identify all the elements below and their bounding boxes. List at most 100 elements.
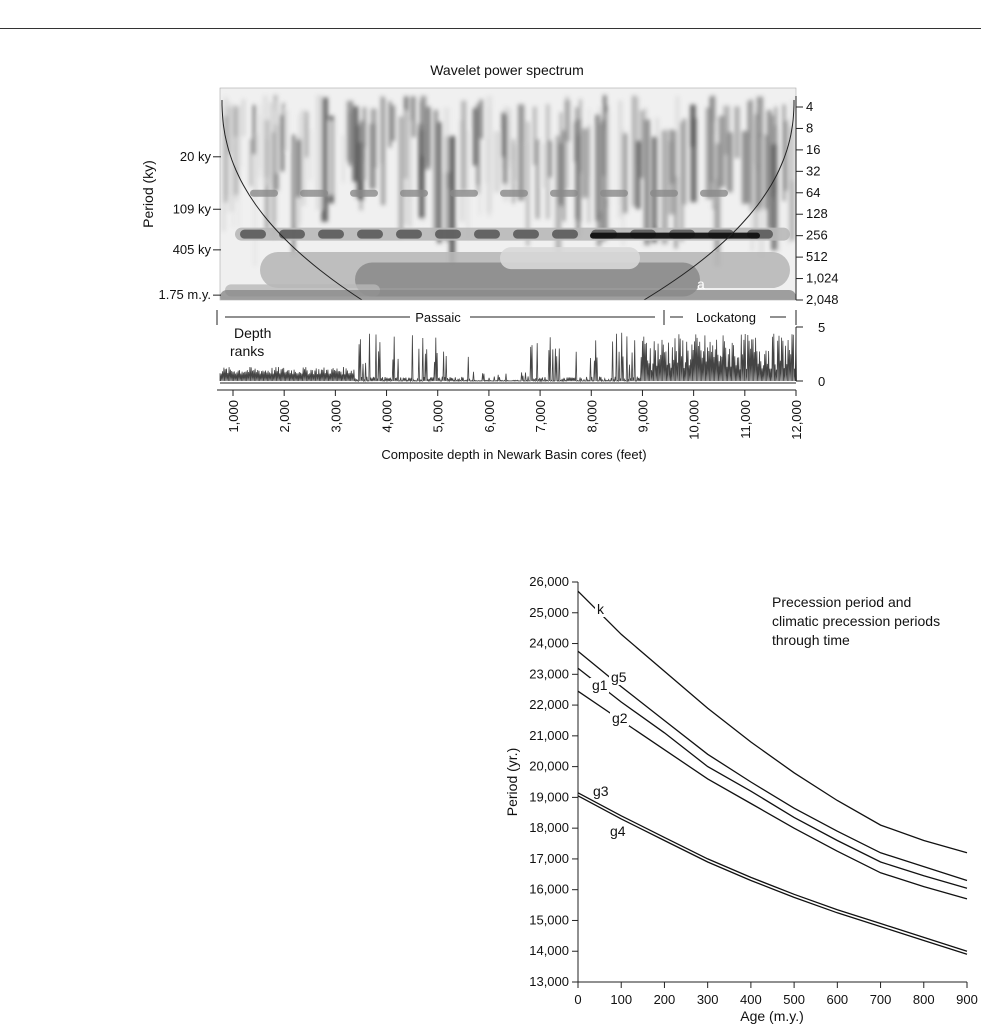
spectrum-band (450, 189, 478, 197)
spectrum-streak (587, 125, 590, 223)
spectrum-band (513, 229, 539, 239)
precession-line-g5 (577, 650, 968, 882)
right-tick-label: 64 (806, 185, 820, 200)
spectrum-streak (640, 110, 644, 178)
spectrum-streak (542, 143, 547, 189)
precession-y-tick-label: 25,000 (529, 605, 569, 620)
precession-label-bg-k (595, 602, 614, 617)
spectrum-streak (566, 96, 569, 190)
spectrum-streak (764, 135, 767, 210)
precession-x-tick-label: 500 (783, 992, 805, 1007)
cone-of-influence-left (221, 100, 363, 300)
spectrum-streak (784, 120, 788, 191)
precession-x-tick-label: 100 (610, 992, 632, 1007)
spectrum-streak (380, 96, 383, 164)
spectrum-band (350, 189, 378, 197)
precession-y-ticks: 13,000 14,000 15,000 16,000 17,000 18,000 19,0… (529, 574, 578, 989)
spectrum-streak (596, 123, 602, 247)
spectrum-streak (253, 105, 256, 155)
spectrum-streak (690, 118, 697, 203)
depth-tick-label: 2,000 (277, 400, 292, 433)
spectrum-streak (444, 136, 449, 242)
spectrum-band (240, 229, 266, 239)
spectrum-streak (706, 107, 713, 199)
depth-ranks-series (219, 332, 797, 383)
spectrum-streak (518, 104, 525, 201)
spectrum-band (300, 189, 328, 197)
depth-tick-label: 12,000 (789, 400, 804, 440)
depth-ranks-tick-0: 0 (818, 374, 825, 389)
spectrum-band (355, 262, 700, 297)
spectrum-y-axis-label: Period (ky) (140, 160, 156, 228)
spectrum-streak (601, 119, 607, 241)
spectrum-streak (575, 119, 582, 223)
spectrum-streak (352, 106, 359, 182)
right-tick-label: 2,048 (806, 292, 839, 307)
precession-y-tick-label: 23,000 (529, 666, 569, 681)
precession-x-tick-label: 0 (574, 992, 581, 1007)
spectrum-streak (661, 130, 668, 245)
depth-tick-label: 5,000 (431, 400, 446, 433)
spectrum-streak (505, 108, 512, 162)
spectrum-streak (782, 104, 786, 202)
right-tick-label: 8 (806, 120, 813, 135)
spectrum-bands (220, 189, 796, 300)
spectrum-streak (253, 139, 257, 266)
left-tick-label: 405 ky (173, 242, 212, 257)
left-tick-label: 109 ky (173, 201, 212, 216)
spectrum-streak (443, 107, 450, 173)
depth-tick-label: 8,000 (584, 400, 599, 433)
right-tick-label: 256 (806, 228, 828, 243)
precession-x-ticks: 0 100 200 300 400 500 600 700 800 900 (574, 982, 978, 1007)
spectrum-streak (272, 132, 275, 238)
precession-y-tick-label: 16,000 (529, 882, 569, 897)
spectrum-streak (226, 112, 229, 214)
spectrum-streak (512, 139, 515, 204)
precession-line-g1 (577, 667, 968, 889)
spectrum-streak (790, 126, 794, 241)
right-tick-label: 4 (806, 99, 813, 114)
spectrum-streak (229, 103, 235, 212)
depth-tick-label: 9,000 (635, 400, 650, 433)
precession-title-line-2: climatic precession periods (772, 613, 940, 629)
spectrum-streak (712, 95, 715, 210)
precession-x-tick-label: 800 (913, 992, 935, 1007)
spectrum-streak (635, 97, 640, 168)
right-tick-label: 128 (806, 206, 828, 221)
spectrum-streak (407, 120, 412, 228)
precession-label-bg-g2 (610, 711, 629, 726)
depth-x-axis: 1,000 2,000 3,000 4,000 5,000 6,000 7,000 8,000… (217, 389, 804, 440)
spectrum-streak (535, 139, 540, 219)
precession-y-tick-label: 21,000 (529, 728, 569, 743)
spectrum-streak (258, 114, 260, 177)
precession-x-tick-label: 200 (654, 992, 676, 1007)
spectrum-streak (300, 109, 306, 206)
spectrum-streak (690, 104, 696, 147)
formation-bar: Passaic Lockatong (216, 310, 797, 325)
spectrum-streak (680, 122, 684, 242)
precession-y-tick-label: 14,000 (529, 943, 569, 958)
spectrum-streak (719, 115, 726, 188)
right-tick-label: 32 (806, 163, 820, 178)
spectrum-streak (241, 99, 246, 137)
spectrum-streak (526, 121, 529, 246)
right-tick-label: 1,024 (806, 271, 839, 286)
spectrum-streak (283, 110, 289, 152)
precession-line-g2 (577, 690, 968, 900)
spectrum-streak (292, 134, 295, 255)
spectrum-streak (644, 119, 651, 246)
spectrum-streak (420, 100, 422, 178)
precession-label-g4: g4 (610, 823, 626, 839)
precession-title: Precession period and climatic precessio… (772, 594, 940, 648)
spectrum-streak (758, 133, 763, 207)
spectrum-title: Wavelet power spectrum (430, 62, 584, 78)
depth-x-axis-label: Composite depth in Newark Basin cores (f… (381, 447, 646, 462)
cone-of-influence-right (643, 100, 795, 300)
spectrum-streak (727, 132, 733, 193)
spectrum-streak (381, 97, 386, 206)
precession-line-g3 (577, 792, 968, 952)
spectrum-streak (304, 111, 308, 158)
spectrum-streak (787, 118, 791, 244)
left-tick-label: 20 ky (180, 149, 212, 164)
